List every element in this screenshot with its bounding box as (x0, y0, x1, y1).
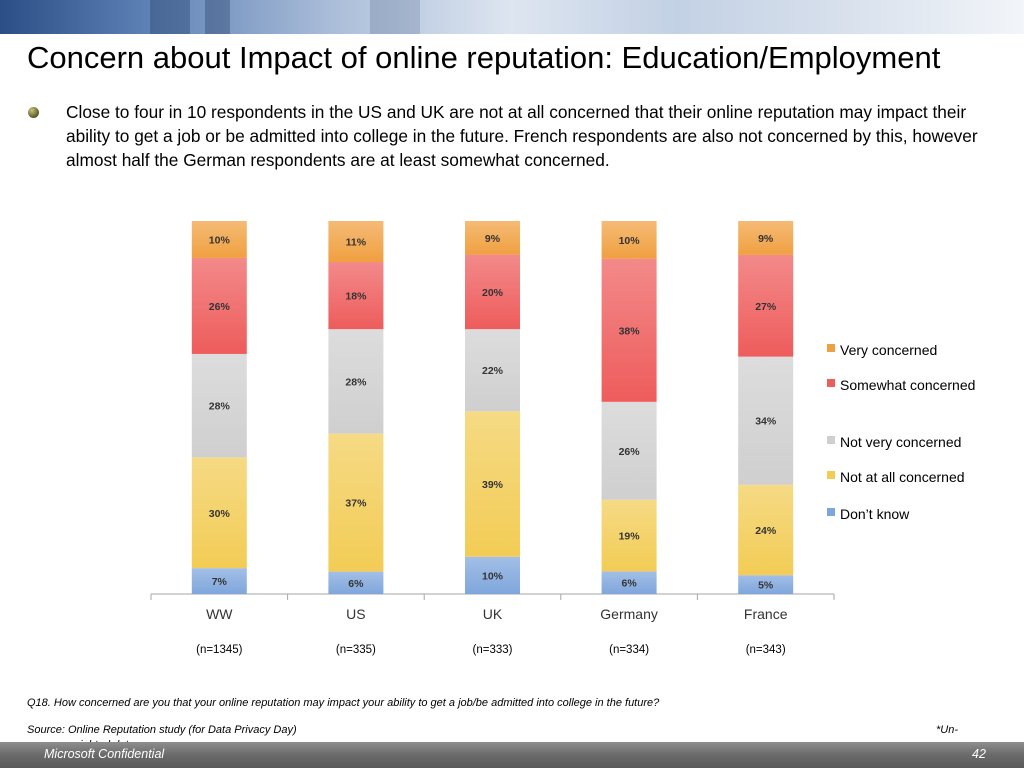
data-label-france-somewhat-concerned: 27% (755, 301, 777, 313)
footer-confidential: Microsoft Confidential (44, 747, 165, 761)
bar-segment-us-not-very-concerned (328, 329, 384, 434)
data-label-ww-don-t-know: 7% (212, 576, 228, 588)
question-text: Q18. How concerned are you that your onl… (27, 697, 660, 709)
sample-size-us: (n=335) (336, 644, 376, 656)
legend-entry-not-at-all-concerned: Not at all concerned (840, 469, 965, 485)
sample-size-france: (n=343) (746, 644, 786, 656)
bar-segment-ww-not-at-all-concerned (191, 457, 247, 569)
data-label-uk-don-t-know: 10% (482, 570, 504, 582)
bar-segment-germany-not-at-all-concerned (601, 499, 657, 572)
bar-segment-us-somewhat-concerned (328, 262, 384, 330)
data-label-us-somewhat-concerned: 18% (345, 291, 367, 303)
bar-segment-france-not-at-all-concerned (738, 484, 794, 576)
legend-entry-not-very-concerned: Not very concerned (840, 434, 961, 450)
data-label-uk-very-concerned: 9% (485, 233, 501, 245)
data-label-france-very-concerned: 9% (758, 233, 774, 245)
data-label-germany-somewhat-concerned: 38% (619, 325, 641, 337)
bar-segment-ww-don-t-know (191, 568, 247, 594)
bullet-text: Close to four in 10 respondents in the U… (66, 102, 978, 170)
bar-segment-germany-not-very-concerned (601, 401, 657, 500)
data-label-germany-don-t-know: 6% (622, 578, 638, 590)
category-label-us: US (346, 606, 365, 622)
bar-segment-us-very-concerned (328, 221, 384, 263)
legend-swatch-don-t-know (827, 508, 835, 516)
category-label-germany: Germany (600, 606, 658, 622)
legend-entry-somewhat-concerned: Somewhat concerned (840, 377, 975, 393)
data-label-france-don-t-know: 5% (758, 580, 774, 592)
bar-segment-france-very-concerned (738, 221, 794, 255)
legend-entry-don-t-know: Don’t know (840, 506, 910, 522)
banner-building-decoration (370, 0, 420, 34)
bar-segment-uk-very-concerned (465, 221, 520, 255)
bar-segment-uk-don-t-know (465, 556, 520, 594)
data-label-france-not-at-all-concerned: 24% (755, 525, 777, 537)
bar-segment-ww-not-very-concerned (191, 353, 247, 458)
bar-segment-uk-not-very-concerned (465, 329, 520, 412)
data-label-us-not-very-concerned: 28% (345, 376, 367, 388)
data-label-us-don-t-know: 6% (348, 578, 364, 590)
bar-segment-ww-very-concerned (191, 221, 247, 258)
data-label-ww-not-very-concerned: 28% (209, 401, 231, 413)
sample-size-uk: (n=333) (473, 644, 513, 656)
data-label-uk-not-at-all-concerned: 39% (482, 479, 504, 491)
bar-segment-france-not-very-concerned (738, 356, 794, 485)
data-label-france-not-very-concerned: 34% (755, 416, 777, 428)
data-label-ww-somewhat-concerned: 26% (209, 301, 231, 313)
data-label-ww-not-at-all-concerned: 30% (209, 508, 231, 520)
data-label-us-not-at-all-concerned: 37% (345, 498, 367, 510)
data-label-germany-not-very-concerned: 26% (619, 446, 641, 458)
data-label-uk-somewhat-concerned: 20% (482, 287, 504, 299)
sample-size-germany: (n=334) (609, 644, 649, 656)
bullet-icon (28, 107, 39, 118)
legend-swatch-not-at-all-concerned (827, 471, 835, 479)
bar-segment-france-somewhat-concerned (738, 254, 794, 357)
bar-segment-germany-don-t-know (601, 571, 657, 594)
category-label-france: France (744, 606, 788, 622)
bar-segment-germany-very-concerned (601, 221, 657, 259)
legend-swatch-not-very-concerned (827, 436, 835, 444)
banner-building-decoration (205, 0, 230, 34)
footer-bar (0, 742, 1024, 768)
category-label-uk: UK (483, 606, 503, 622)
source-text: Source: Online Reputation study (for Dat… (27, 724, 297, 736)
slide-title: Concern about Impact of online reputatio… (27, 40, 941, 75)
page-number: 42 (972, 747, 986, 761)
bar-segment-germany-somewhat-concerned (601, 258, 657, 402)
category-label-ww: WW (206, 606, 233, 622)
data-label-germany-very-concerned: 10% (619, 235, 641, 247)
bar-segment-france-don-t-know (738, 575, 794, 594)
footnote-text: *Un- (936, 724, 959, 736)
bar-segment-us-not-at-all-concerned (328, 433, 384, 572)
bar-segment-us-don-t-know (328, 571, 384, 594)
banner-building-decoration (150, 0, 190, 34)
legend-swatch-somewhat-concerned (827, 379, 835, 387)
header-banner (0, 0, 1024, 34)
bar-segment-uk-not-at-all-concerned (465, 411, 520, 557)
legend-swatch-very-concerned (827, 344, 835, 352)
sample-size-ww: (n=1345) (196, 644, 243, 656)
bar-segment-ww-somewhat-concerned (191, 257, 247, 354)
legend-entry-very-concerned: Very concerned (840, 342, 937, 358)
data-label-us-very-concerned: 11% (346, 237, 367, 249)
data-label-ww-very-concerned: 10% (209, 234, 231, 246)
data-label-germany-not-at-all-concerned: 19% (619, 531, 641, 543)
data-label-uk-not-very-concerned: 22% (482, 365, 504, 377)
bar-segment-uk-somewhat-concerned (465, 254, 520, 330)
